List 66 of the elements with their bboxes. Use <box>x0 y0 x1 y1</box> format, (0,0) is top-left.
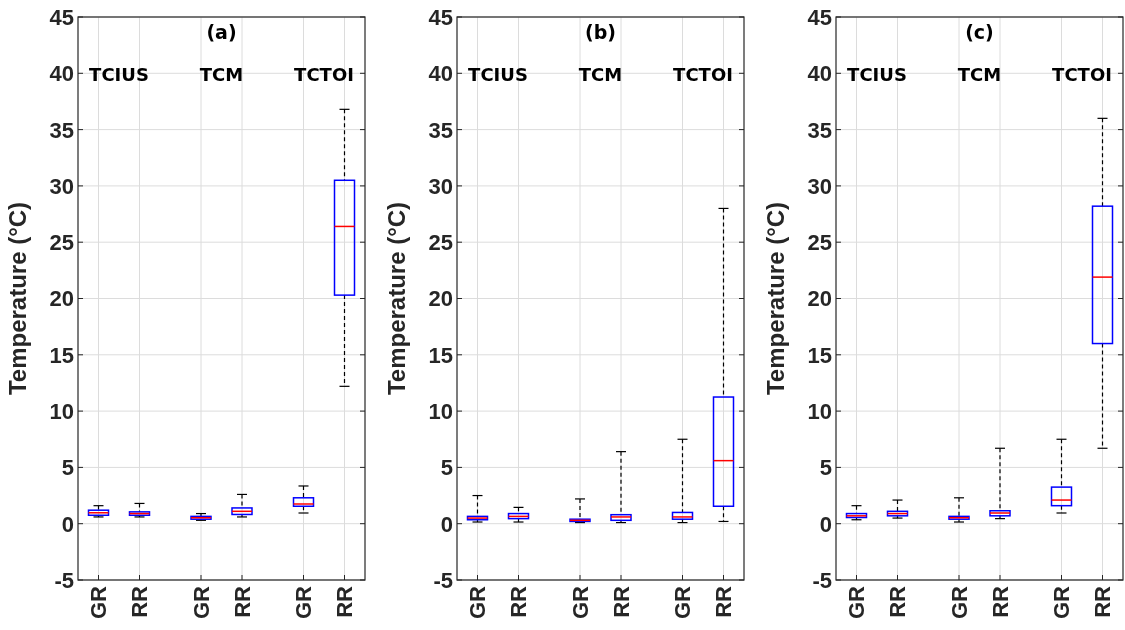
y-tick-label: 0 <box>819 511 832 537</box>
y-tick-label: 30 <box>49 173 74 199</box>
x-tick-label: RR <box>127 585 153 618</box>
x-tick-label: GR <box>86 585 112 619</box>
y-tick-label: 45 <box>428 4 453 30</box>
annotation: TCTOI <box>1052 64 1112 86</box>
y-tick-label: 0 <box>440 511 453 537</box>
annotation: TCIUS <box>89 64 149 86</box>
annotation: TCM <box>199 64 244 86</box>
x-tick-label: RR <box>506 585 532 618</box>
y-tick-label: 45 <box>807 4 832 30</box>
x-tick-label: RR <box>711 585 737 618</box>
x-tick-label: RR <box>229 585 255 618</box>
x-tick-label: RR <box>1090 585 1116 618</box>
y-tick-label: 25 <box>428 230 453 256</box>
y-tick-label: 10 <box>807 399 832 425</box>
y-tick-label: 25 <box>49 230 74 256</box>
x-tick-label: GR <box>291 585 317 619</box>
y-tick-label: 40 <box>49 61 74 87</box>
x-tick-label: GR <box>188 585 214 619</box>
y-tick-label: 35 <box>49 117 74 143</box>
annotation: TCTOI <box>294 64 354 86</box>
y-tick-label: 5 <box>819 455 832 481</box>
x-tick-label: GR <box>1049 585 1075 619</box>
y-tick-label: 35 <box>428 117 453 143</box>
y-axis-title: Temperature (°C) <box>4 201 31 396</box>
y-tick-label: -5 <box>812 567 832 593</box>
y-tick-label: 20 <box>807 286 832 312</box>
y-tick-label: 30 <box>807 173 832 199</box>
y-tick-label: 5 <box>61 455 74 481</box>
y-tick-label: 45 <box>49 4 74 30</box>
chart-title: (c) <box>965 21 994 43</box>
y-tick-label: -5 <box>54 567 74 593</box>
y-tick-label: 20 <box>428 286 453 312</box>
y-tick-label: 15 <box>807 342 832 368</box>
y-tick-label: -5 <box>433 567 453 593</box>
y-tick-label: 30 <box>428 173 453 199</box>
annotation: TCM <box>578 64 623 86</box>
chart-title: (b) <box>585 21 616 43</box>
y-tick-label: 0 <box>61 511 74 537</box>
x-tick-label: RR <box>987 585 1013 618</box>
x-tick-label: GR <box>946 585 972 619</box>
y-tick-label: 5 <box>440 455 453 481</box>
y-tick-label: 15 <box>49 342 74 368</box>
y-tick-label: 10 <box>49 399 74 425</box>
y-tick-label: 40 <box>807 61 832 87</box>
x-tick-label: GR <box>567 585 593 619</box>
chart-title: (a) <box>206 21 237 43</box>
annotation: TCIUS <box>847 64 907 86</box>
y-tick-label: 25 <box>807 230 832 256</box>
y-tick-label: 20 <box>49 286 74 312</box>
x-tick-label: RR <box>332 585 358 618</box>
annotation: TCTOI <box>673 64 733 86</box>
x-tick-label: RR <box>608 585 634 618</box>
y-tick-label: 15 <box>428 342 453 368</box>
y-axis-title: Temperature (°C) <box>383 201 410 396</box>
x-tick-label: GR <box>465 585 491 619</box>
x-tick-label: RR <box>885 585 911 618</box>
y-tick-label: 35 <box>807 117 832 143</box>
y-tick-label: 40 <box>428 61 453 87</box>
y-tick-label: 10 <box>428 399 453 425</box>
x-tick-label: GR <box>844 585 870 619</box>
annotation: TCM <box>957 64 1002 86</box>
annotation: TCIUS <box>468 64 528 86</box>
y-axis-title: Temperature (°C) <box>762 201 789 396</box>
x-tick-label: GR <box>670 585 696 619</box>
